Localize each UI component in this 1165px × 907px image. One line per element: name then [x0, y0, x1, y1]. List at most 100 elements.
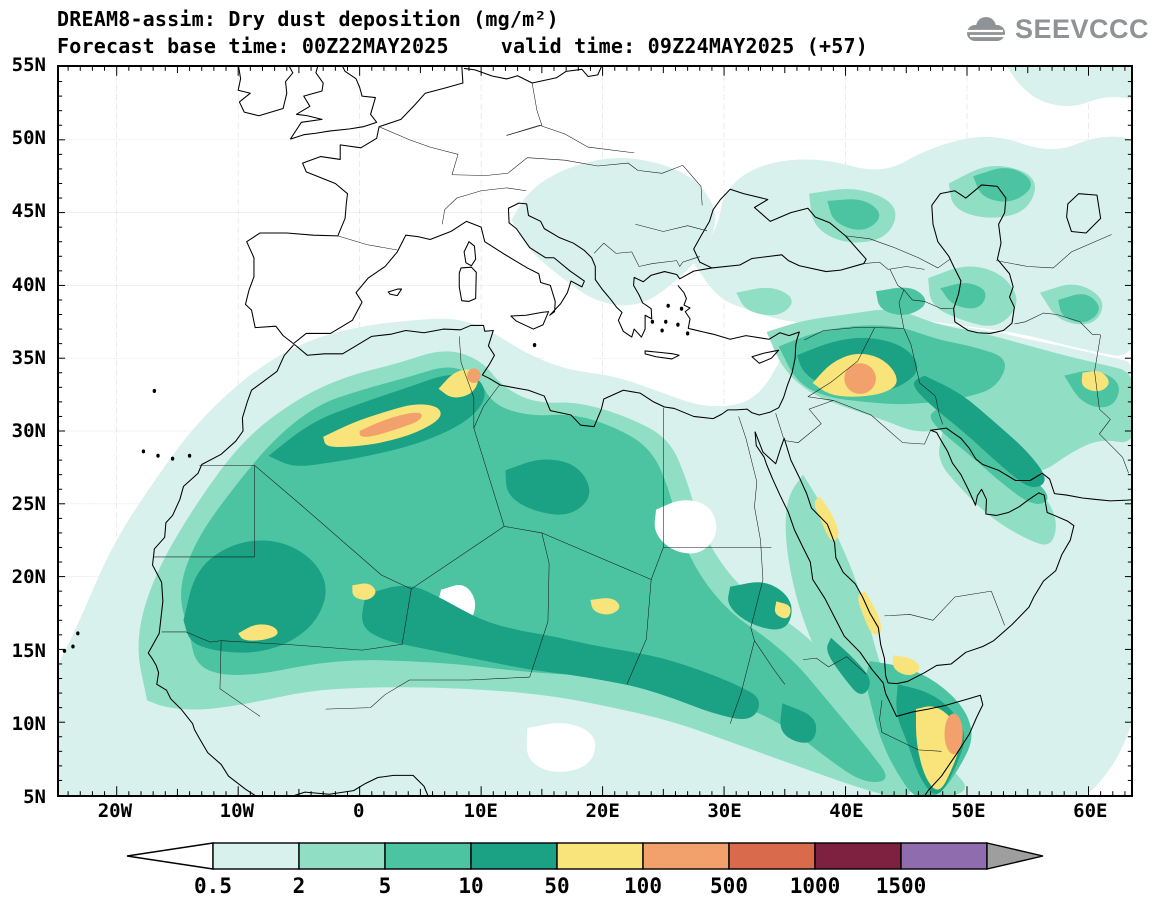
- country-border: [1014, 313, 1100, 335]
- coastline: [694, 189, 866, 271]
- dust-fill-lv5: [238, 624, 278, 641]
- plot-title: DREAM8-assim: Dry dust deposition (mg/m²…: [57, 7, 559, 31]
- dust-fill-lv3: [875, 287, 926, 316]
- colorbar-cell: [470, 842, 558, 870]
- coastline: [287, 775, 429, 795]
- dust-fill-lv4: [728, 582, 792, 630]
- country-border: [154, 465, 255, 557]
- island-dot: [532, 343, 537, 348]
- colorbar-tick-label: 5: [378, 874, 392, 898]
- logo-text: SEEVCCC: [1014, 14, 1149, 44]
- colorbar: 0.5 2 5 10 50 100 500 1000 1500: [125, 841, 1045, 900]
- country-border: [803, 657, 866, 674]
- coastline: [755, 428, 1131, 684]
- country-border: [635, 224, 707, 231]
- colorbar-overflow-arrow: [986, 842, 1044, 870]
- colorbar-cell: [642, 842, 730, 870]
- lat-tick-label: 10N: [11, 712, 46, 735]
- country-border: [379, 127, 458, 175]
- lat-tick-label: 25N: [11, 493, 46, 516]
- colorbar-cell: [728, 842, 816, 870]
- country-border: [474, 428, 504, 526]
- coastline: [245, 67, 462, 344]
- dust-fill-lv5: [774, 601, 791, 619]
- island-dot: [650, 319, 655, 324]
- country-border: [846, 236, 950, 268]
- dust-fill-lv5: [892, 655, 920, 676]
- country-border: [474, 385, 500, 428]
- colorbar-cell: [298, 842, 386, 870]
- country-border: [254, 465, 504, 589]
- colorbar-cell: [814, 842, 902, 870]
- country-border: [991, 591, 1004, 625]
- country-border: [507, 83, 542, 135]
- lat-tick-label: 15N: [11, 639, 46, 662]
- map-frame: [57, 65, 1133, 797]
- country-border: [904, 290, 954, 309]
- island-dot: [141, 449, 146, 454]
- colorbar-tick-label: 1000: [789, 874, 841, 898]
- country-border: [730, 641, 754, 724]
- country-border: [864, 262, 925, 269]
- colorbar-labels: 0.5 2 5 10 50 100 500 1000 1500: [125, 874, 1045, 900]
- country-border: [326, 680, 410, 709]
- island-dot: [664, 319, 668, 324]
- coastline: [755, 432, 983, 795]
- valid-time: valid time: 09Z24MAY2025 (+57): [500, 34, 868, 58]
- country-border: [808, 382, 831, 397]
- country-border: [632, 252, 700, 267]
- coastline: [459, 267, 476, 301]
- plot-subtitle: Forecast base time: 00Z22MAY2025 valid t…: [57, 33, 868, 60]
- lat-tick-label: 40N: [11, 273, 46, 296]
- island-dot: [187, 453, 192, 458]
- dust-fill-lv4: [780, 703, 817, 743]
- dust-fill-lv3: [973, 168, 1031, 202]
- country-border: [831, 328, 875, 383]
- dust-fill-lv2: [785, 474, 965, 795]
- lon-tick-label: 50E: [951, 800, 986, 822]
- country-border: [452, 158, 565, 176]
- colorbar-tick-label: 50: [544, 874, 570, 898]
- coastline: [1067, 194, 1101, 233]
- lon-tick-label: 20E: [585, 800, 620, 822]
- dust-fill-lv1: [511, 158, 716, 306]
- coastline: [293, 203, 711, 344]
- dust-clear-patch: [536, 333, 596, 365]
- axis-ticks-layer: [59, 67, 1131, 795]
- country-border: [504, 526, 651, 579]
- country-border: [784, 397, 833, 443]
- lon-tick-label: 40E: [829, 800, 864, 822]
- dust-fill-lv6: [467, 368, 481, 383]
- dust-map: [59, 67, 1131, 795]
- dust-fill-lv3: [940, 283, 986, 309]
- country-border: [880, 700, 942, 751]
- lat-tick-label: 5N: [23, 786, 46, 808]
- dust-fill-lv4: [183, 540, 326, 653]
- dust-fill-lv3: [1058, 294, 1099, 323]
- lat-tick-label: 55N: [11, 54, 46, 76]
- colorbar-tick-label: 10: [458, 874, 484, 898]
- dust-fill-lv4: [362, 585, 760, 720]
- country-border: [890, 269, 904, 328]
- lon-tick-label: 20W: [97, 800, 133, 822]
- dust-fill-lv2: [736, 287, 792, 316]
- coastline: [752, 350, 779, 363]
- dust-fill-lv6: [359, 412, 422, 437]
- dust-fill-lv5: [814, 496, 839, 541]
- lat-tick-label: 50N: [11, 127, 46, 150]
- lon-tick-label: 30E: [707, 800, 742, 822]
- lon-tick-label: 0: [353, 800, 365, 822]
- country-border: [220, 641, 260, 717]
- lat-axis: 55N 50N 45N 40N 35N 30N 25N 20N 15N 10N 5N: [0, 54, 52, 808]
- island-dot: [71, 644, 75, 649]
- country-border: [996, 234, 1111, 267]
- island-dot: [156, 453, 160, 458]
- dust-fill-lv1: [1007, 67, 1131, 106]
- dust-clear-patch: [526, 723, 596, 772]
- colorbar-tick-label: 0.5: [194, 874, 232, 898]
- country-border: [507, 125, 635, 153]
- lat-tick-label: 30N: [11, 420, 46, 442]
- dust-fill-lv3: [827, 199, 880, 230]
- country-border: [338, 236, 398, 250]
